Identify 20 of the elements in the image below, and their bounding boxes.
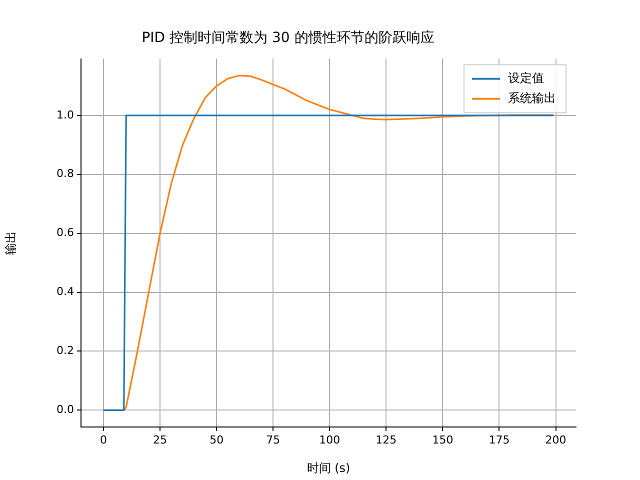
x-tick-label: 75 [266,433,280,446]
x-tick-label: 175 [488,433,510,446]
y-tick-label: 0.8 [56,167,74,180]
y-tick-label: 0.0 [56,403,74,416]
y-tick-label: 0.6 [56,226,74,240]
x-tick-label: 25 [153,433,168,446]
x-axis-title: 时间 (s) [306,460,350,475]
x-tick-label: 125 [376,433,397,446]
legend-label: 设定值 [508,70,544,85]
x-tick-label: 0 [100,433,107,446]
y-tick-label: 0.2 [56,344,74,358]
legend-label: 系统输出 [508,90,556,105]
y-tick-label: 0.4 [56,285,74,298]
chart-title: PID 控制时间常数为 30 的惯性环节的阶跃响应 [142,30,434,46]
y-tick-label: 1.0 [56,108,74,122]
y-axis-title: 输出 [3,230,18,255]
x-tick-label: 50 [210,433,224,446]
x-tick-label: 150 [432,433,454,446]
x-tick-label: 100 [319,433,340,446]
x-tick-label: 200 [545,433,566,446]
